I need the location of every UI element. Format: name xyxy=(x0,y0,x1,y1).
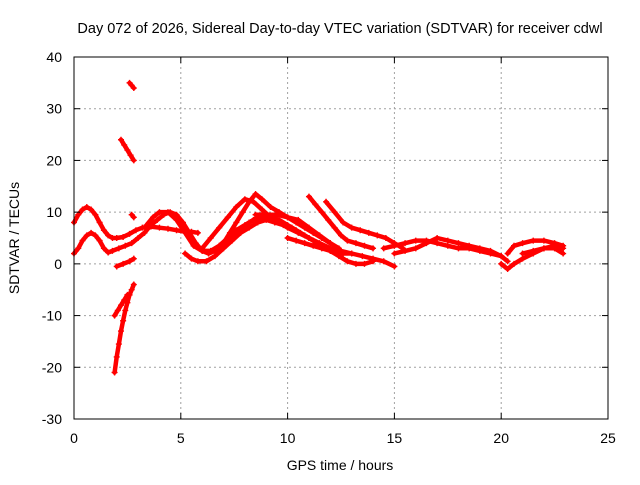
series-trace xyxy=(129,212,137,220)
series-trace xyxy=(285,235,376,267)
series-track-6 xyxy=(126,79,137,92)
series-trace xyxy=(323,199,406,251)
series-track-21 xyxy=(519,245,567,257)
x-tick-label: 10 xyxy=(280,430,296,446)
series-trace xyxy=(114,256,137,269)
x-axis-label: GPS time / hours xyxy=(287,457,394,473)
series-trace xyxy=(118,137,137,163)
plot-frame xyxy=(73,56,609,420)
series-trace xyxy=(112,282,137,375)
series-trace xyxy=(520,246,566,256)
y-tick-label: 10 xyxy=(46,204,62,220)
series-track-14 xyxy=(305,193,377,252)
y-tick-label: -30 xyxy=(42,411,62,427)
series-track-15 xyxy=(323,198,406,252)
y-tick-label: 40 xyxy=(46,49,62,65)
data-layer xyxy=(71,79,567,376)
x-tick-label: 5 xyxy=(177,430,185,446)
series-trace xyxy=(392,235,510,264)
tick-layer: 0 5 10 15 20 25 -30 -20 -10 0 10 20 30 40 xyxy=(42,49,616,446)
series-trace xyxy=(505,238,566,256)
series-track-18 xyxy=(391,235,511,265)
series-trace xyxy=(199,196,397,269)
series-track-7 xyxy=(113,255,137,270)
series-track-5 xyxy=(117,136,137,164)
series-track-13 xyxy=(252,211,334,247)
series-trace xyxy=(253,212,333,246)
y-axis-label: SDTVAR / TECUs xyxy=(6,182,22,294)
series-trace xyxy=(71,204,201,241)
y-tick-label: -20 xyxy=(42,359,62,375)
series-trace xyxy=(127,80,137,91)
y-tick-label: 0 xyxy=(54,256,62,272)
x-tick-label: 0 xyxy=(70,430,78,446)
x-tick-label: 20 xyxy=(493,430,509,446)
series-track-4 xyxy=(111,291,131,319)
series-trace xyxy=(112,292,130,318)
series-track-11 xyxy=(199,196,398,270)
chart-title: Day 072 of 2026, Sidereal Day-to-day VTE… xyxy=(77,21,602,37)
series-track-20 xyxy=(504,237,567,257)
y-tick-label: -10 xyxy=(42,308,62,324)
x-tick-label: 25 xyxy=(600,430,616,446)
series-track-8 xyxy=(128,211,137,221)
y-tick-label: 30 xyxy=(46,101,62,117)
series-track-16 xyxy=(284,235,377,267)
series-trace xyxy=(306,194,376,251)
y-tick-label: 20 xyxy=(46,152,62,168)
x-tick-label: 15 xyxy=(387,430,403,446)
series-trace xyxy=(381,238,504,259)
